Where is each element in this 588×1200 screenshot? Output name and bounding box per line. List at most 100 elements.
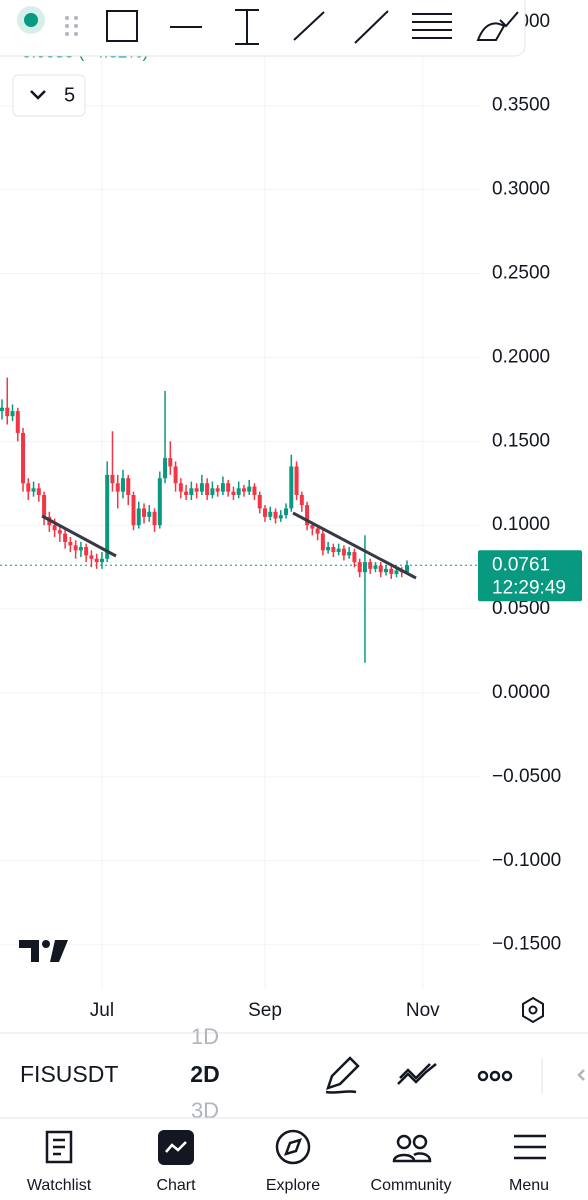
last-price-box	[478, 550, 582, 602]
candle-body	[21, 432, 26, 484]
candle-body	[405, 565, 410, 573]
y-tick-label: 0.1500	[492, 430, 550, 451]
candle-body	[194, 488, 199, 492]
chevron-icon	[30, 90, 46, 100]
candle-body	[163, 458, 168, 479]
interval-option[interactable]: 3D	[191, 1098, 219, 1123]
candle-body	[352, 552, 357, 563]
y-tick-label: 0.1000	[492, 514, 550, 535]
candle-body	[52, 525, 57, 531]
candle-body	[168, 458, 173, 467]
candle-body	[184, 491, 189, 495]
interval-button[interactable]: 5	[64, 84, 75, 106]
candle-body	[247, 486, 252, 492]
drag-handle[interactable]	[65, 16, 78, 36]
drawing-toolbar	[0, 0, 526, 57]
last-price: 0.0761	[492, 554, 550, 575]
y-tick-label: 0.2000	[492, 346, 550, 367]
fib-tool[interactable]	[412, 13, 452, 39]
candle-body	[226, 483, 231, 492]
nav-chart[interactable]: Chart	[156, 1177, 196, 1194]
watchlist-icon[interactable]	[45, 1130, 73, 1164]
candle-body	[310, 525, 315, 529]
candle-body	[220, 483, 225, 492]
candle-body	[305, 505, 310, 526]
candle-body	[263, 508, 267, 517]
brush-tool[interactable]	[476, 11, 519, 41]
candle-body	[389, 568, 394, 574]
rectangle-tool[interactable]	[106, 10, 138, 42]
menu-icon[interactable]	[514, 1134, 546, 1160]
candle-body	[36, 488, 41, 495]
candle-body	[205, 483, 210, 495]
y-tick-label: 0.0000	[492, 682, 550, 703]
candle-body	[31, 488, 36, 492]
x-tick-label: Jul	[90, 1000, 114, 1021]
candle-body	[383, 568, 388, 573]
candle-body	[57, 530, 62, 534]
explore-needle	[283, 1138, 303, 1156]
nav-menu[interactable]: Menu	[509, 1177, 549, 1194]
candle-body	[63, 533, 68, 542]
candle-body	[299, 495, 304, 506]
candle-body	[26, 483, 31, 492]
candle-body	[142, 508, 147, 517]
candle-body	[78, 547, 83, 551]
countdown: 12:29:49	[492, 577, 566, 598]
y-tick-label: 0.2500	[492, 263, 550, 284]
candle-body	[73, 545, 78, 551]
candle-body	[152, 511, 157, 526]
more-icon	[501, 1070, 513, 1082]
trend-line	[41, 514, 117, 558]
indicator-icon[interactable]	[397, 1063, 437, 1085]
candle-body	[189, 488, 194, 495]
ray-tool[interactable]	[354, 10, 389, 44]
nav-watchlist[interactable]: Watchlist	[27, 1177, 92, 1194]
candle-body	[284, 508, 289, 516]
interval-option[interactable]: 1D	[191, 1024, 219, 1049]
y-tick-label: 0.0500	[492, 598, 550, 619]
candle-body	[136, 508, 141, 526]
candle-body	[120, 478, 125, 492]
nav-explore[interactable]: Explore	[266, 1177, 320, 1194]
plot-area: −0.1500 −0.1000 −0.0500 0.0000 0.0500 0.1000 0…	[0, 0, 561, 1021]
draw-icon[interactable]	[325, 1056, 360, 1094]
tv-logo	[19, 940, 68, 962]
candle-body	[373, 565, 378, 569]
y-tick-label: 0.3500	[492, 95, 550, 116]
candle-body	[231, 491, 236, 495]
candle-body	[236, 488, 241, 495]
interval-button-bg[interactable]	[12, 74, 86, 117]
candle-body	[252, 486, 257, 495]
symbol[interactable]: FISUSDT	[20, 1061, 118, 1087]
explore-icon[interactable]	[275, 1129, 311, 1165]
y-tick-label: −0.0500	[492, 766, 561, 787]
candle-body	[241, 488, 246, 492]
status-dot-inner	[24, 13, 38, 27]
candle-body	[278, 515, 283, 519]
candle-body	[126, 478, 131, 495]
settings-icon[interactable]	[522, 996, 544, 1024]
candle-body	[0, 407, 4, 412]
candle-body	[105, 474, 110, 559]
candle-body	[315, 528, 320, 534]
price-range-tool[interactable]	[235, 9, 259, 45]
trend-line-tool[interactable]	[293, 11, 325, 41]
candle-body	[357, 562, 362, 573]
interval-option-selected[interactable]: 2D	[190, 1061, 219, 1087]
candle-body	[294, 466, 299, 495]
more-icon[interactable]	[477, 1070, 489, 1082]
community-icon[interactable]	[396, 1134, 412, 1150]
candle-body	[115, 483, 120, 492]
candle-body	[157, 478, 162, 526]
back-icon[interactable]	[577, 1069, 585, 1081]
nav-community[interactable]: Community	[371, 1177, 452, 1194]
candle-body	[99, 558, 104, 563]
chart-icon-line	[165, 1141, 187, 1153]
candle-body	[341, 548, 346, 556]
candle-body	[378, 565, 383, 573]
candle-body	[210, 488, 215, 495]
candle-body	[320, 533, 325, 551]
candle-body	[68, 541, 73, 546]
